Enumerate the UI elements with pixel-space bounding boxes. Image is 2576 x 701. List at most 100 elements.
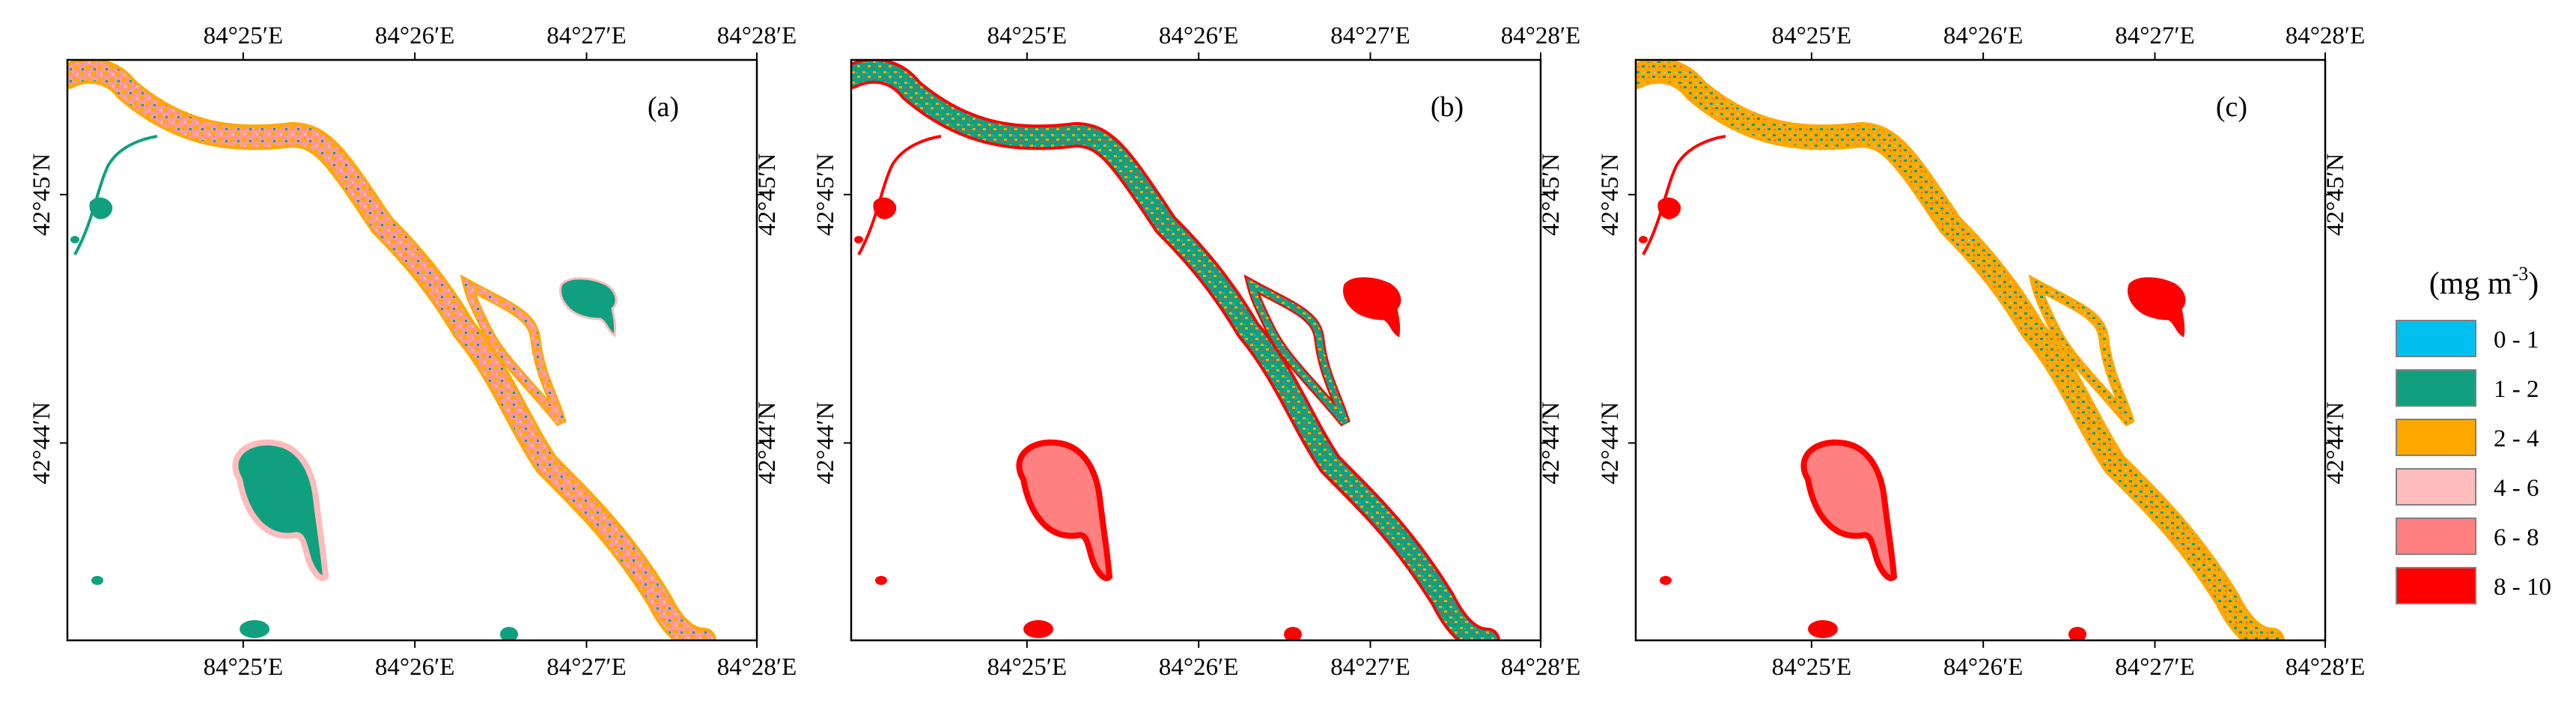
water-patch	[70, 236, 79, 243]
y-tick-label-right-second: 42°44′N	[754, 401, 781, 484]
y-tick-label-right-first: 42°45′N	[754, 154, 781, 236]
lake-large	[1016, 439, 1113, 581]
river-braid-loop	[2031, 278, 2134, 425]
small-pond	[89, 197, 113, 219]
water-patch	[2068, 627, 2086, 640]
legend-swatch-fifth	[2396, 518, 2476, 555]
legend-item: 2 - 4	[2396, 419, 2539, 456]
y-tick-label-left-second: 42°44′N	[1597, 401, 1624, 484]
x-tick-label-bottom-third: 84°27′E	[2115, 654, 2195, 681]
x-tick-label-top-third: 84°27′E	[1330, 22, 1410, 49]
water-patch	[1284, 627, 1302, 640]
y-tick-label-right-second: 42°44′N	[2322, 401, 2349, 484]
hydrography	[1636, 60, 2285, 640]
panel-label-c: (c)	[2216, 91, 2247, 123]
x-tick-label-bottom-first: 84°25′E	[204, 654, 284, 681]
lake-small	[558, 277, 618, 338]
panel-label-a: (a)	[648, 91, 679, 123]
hydrography	[67, 60, 716, 640]
x-tick-label-bottom-fourth: 84°28′E	[2286, 654, 2366, 681]
x-tick-label-bottom-third: 84°27′E	[1330, 654, 1410, 681]
legend-label-first: 0 - 1	[2494, 327, 2539, 353]
y-tick-label-left-first: 42°45′N	[28, 154, 55, 236]
lake-small	[2127, 277, 2186, 338]
water-patch	[875, 576, 887, 585]
legend-item: 1 - 2	[2396, 369, 2539, 407]
legend-swatch-first	[2396, 320, 2476, 357]
legend-swatch-third	[2396, 419, 2476, 456]
legend: (mg m-3) 0 - 1 1 - 2 2 - 4 4 - 6 6 - 8 8 - 10	[2396, 263, 2551, 604]
x-tick-label-bottom-first: 84°25′E	[987, 654, 1068, 681]
water-patch	[1808, 620, 1838, 638]
map-content	[851, 60, 1500, 640]
river-main-channel	[1636, 61, 2282, 640]
x-tick-label-bottom-second: 84°26′E	[1943, 654, 2024, 681]
map-panel-c: 84°25′E 84°25′E 84°26′E 84°26′E 84°27′E 84°27…	[1597, 22, 2365, 681]
tributary-channel	[1642, 135, 1726, 255]
small-pond	[873, 197, 897, 219]
tributary-channel	[73, 135, 158, 255]
river-main-channel	[851, 61, 1497, 640]
legend-title-main: (mg m	[2429, 267, 2512, 301]
legend-label-second: 1 - 2	[2494, 376, 2539, 403]
x-tick-label-bottom-first: 84°25′E	[1772, 654, 1852, 681]
legend-item: 4 - 6	[2396, 468, 2539, 506]
y-tick-label-right-first: 42°45′N	[2322, 154, 2349, 236]
x-tick-label-top-fourth: 84°28′E	[2286, 22, 2366, 49]
y-tick-label-right-second: 42°44′N	[1538, 401, 1565, 484]
x-tick-label-top-fourth: 84°28′E	[717, 22, 797, 49]
x-tick-label-top-first: 84°25′E	[204, 22, 284, 49]
map-panel-b: 84°25′E 84°25′E 84°26′E 84°26′E 84°27′E 84°27…	[812, 22, 1580, 681]
y-tick-label-left-second: 42°44′N	[28, 401, 55, 484]
hydrography	[851, 60, 1500, 640]
map-frame-border	[1634, 58, 2327, 642]
x-tick-label-top-first: 84°25′E	[987, 22, 1068, 49]
map-content	[67, 60, 716, 640]
legend-label-third: 2 - 4	[2494, 425, 2539, 452]
map-frame-background	[851, 60, 1541, 640]
lake-small	[1342, 277, 1401, 338]
x-tick-label-bottom-fourth: 84°28′E	[717, 654, 797, 681]
map-content	[1636, 60, 2285, 640]
y-tick-label-left-first: 42°45′N	[812, 154, 839, 236]
map-panel-a: 84°25′E 84°25′E 84°26′E 84°26′E 84°27′E 84°27…	[28, 22, 797, 681]
legend-swatch-sixth	[2396, 567, 2476, 604]
water-patch	[1639, 236, 1648, 243]
map-frame-border	[850, 58, 1542, 642]
river-braid-loop	[463, 278, 565, 425]
legend-title-exponent: -3	[2512, 263, 2529, 285]
panel-label-b: (b)	[1431, 91, 1464, 123]
x-tick-label-bottom-fourth: 84°28′E	[1501, 654, 1581, 681]
lake-large	[1800, 439, 1898, 581]
y-tick-label-left-first: 42°45′N	[1597, 154, 1624, 236]
small-pond	[1657, 197, 1681, 219]
river-braid-loop	[1246, 278, 1349, 425]
y-tick-label-right-first: 42°45′N	[1538, 154, 1565, 236]
legend-title: (mg m-3)	[2429, 263, 2539, 301]
map-frame-background	[1636, 60, 2325, 640]
water-patch	[240, 620, 270, 638]
x-tick-label-top-third: 84°27′E	[2115, 22, 2195, 49]
y-tick-label-left-second: 42°44′N	[812, 401, 839, 484]
water-patch	[500, 627, 518, 640]
x-tick-label-bottom-second: 84°26′E	[375, 654, 455, 681]
water-patch	[91, 576, 103, 585]
x-tick-label-top-second: 84°26′E	[1159, 22, 1239, 49]
panels-layer: 84°25′E 84°25′E 84°26′E 84°26′E 84°27′E 84°27…	[28, 22, 2365, 681]
legend-item: 0 - 1	[2396, 320, 2539, 357]
x-tick-label-top-third: 84°27′E	[546, 22, 627, 49]
water-patch	[854, 236, 863, 243]
water-patch	[1023, 620, 1053, 638]
legend-label-fifth: 6 - 8	[2494, 524, 2539, 551]
map-frame-border	[66, 58, 758, 642]
lake-large	[232, 439, 329, 581]
legend-label-sixth: 8 - 10	[2494, 574, 2551, 601]
tributary-channel	[857, 135, 942, 255]
x-tick-label-top-fourth: 84°28′E	[1501, 22, 1581, 49]
legend-title-close: )	[2528, 267, 2539, 301]
x-tick-label-bottom-third: 84°27′E	[546, 654, 627, 681]
legend-item: 8 - 10	[2396, 567, 2551, 604]
river-main-channel	[67, 61, 713, 640]
legend-swatch-second	[2396, 369, 2476, 407]
